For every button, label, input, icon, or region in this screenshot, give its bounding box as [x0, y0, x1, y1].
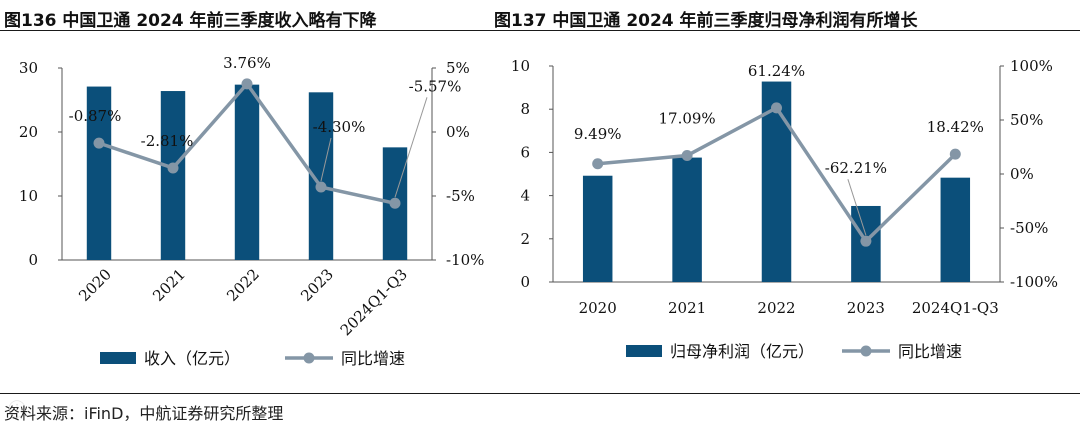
profit-left-tick-label: 2 — [520, 230, 530, 248]
profit-right-tick-label: -100% — [1010, 273, 1058, 291]
profit-right-tick-label: 0% — [1010, 165, 1034, 183]
revenue-x-tick-label: 2024Q1-Q3 — [337, 265, 411, 339]
profit-x-tick-label: 2024Q1-Q3 — [912, 299, 999, 317]
profit-bar — [672, 157, 702, 282]
profit-legend-line-marker — [860, 345, 872, 357]
revenue-left-tick-label: 10 — [19, 187, 38, 205]
profit-label-leader — [847, 179, 867, 236]
profit-bar — [582, 175, 613, 282]
revenue-growth-point — [241, 78, 253, 90]
revenue-right-tick-label: 5% — [446, 59, 470, 77]
revenue-growth-point — [167, 162, 179, 174]
profit-data-label: 9.49% — [574, 125, 622, 143]
profit-left-tick-label: 0 — [520, 273, 530, 291]
revenue-right-tick-label: -10% — [446, 251, 484, 269]
revenue-data-label: 3.76% — [223, 54, 271, 72]
revenue-data-label: -2.81% — [141, 132, 194, 150]
profit-bar — [940, 177, 971, 282]
profit-left-tick-label: 10 — [511, 57, 530, 75]
profit-growth-point — [681, 150, 693, 162]
revenue-x-tick-label: 2020 — [75, 265, 115, 305]
revenue-left-tick-label: 30 — [19, 59, 38, 77]
revenue-x-tick-label: 2022 — [223, 265, 263, 305]
revenue-legend-line-label: 同比增速 — [341, 349, 405, 368]
profit-growth-point — [949, 148, 961, 160]
revenue-left-tick-label: 20 — [19, 123, 38, 141]
left-figure-title: 图136 中国卫通 2024 年前三季度收入略有下降 — [4, 11, 377, 31]
profit-left-tick-label: 8 — [520, 100, 530, 118]
revenue-label-leader — [320, 137, 332, 182]
profit-growth-point — [860, 235, 872, 247]
revenue-legend-bar-label: 收入（亿元） — [144, 349, 240, 368]
revenue-right-tick-label: -5% — [446, 187, 475, 205]
revenue-legend-bar-swatch — [100, 352, 136, 364]
profit-data-label: 18.42% — [927, 118, 984, 136]
profit-x-tick-label: 2021 — [668, 299, 706, 317]
top-rule — [0, 30, 1080, 31]
profit-left-tick-label: 6 — [520, 143, 530, 161]
revenue-bar — [160, 91, 186, 260]
revenue-growth-point — [389, 197, 401, 209]
revenue-x-tick-label: 2023 — [297, 265, 337, 305]
profit-right-tick-label: 50% — [1010, 111, 1043, 129]
profit-data-label: -62.21% — [825, 159, 887, 177]
revenue-data-label: -5.57% — [409, 77, 462, 95]
revenue-x-tick-label: 2021 — [149, 265, 189, 305]
bottom-rule — [0, 393, 1080, 394]
profit-data-label: 17.09% — [658, 110, 715, 128]
profit-left-tick-label: 4 — [520, 187, 530, 205]
revenue-data-label: -0.87% — [69, 107, 122, 125]
profit-data-label: 61.24% — [748, 62, 805, 80]
profit-right-tick-label: 100% — [1010, 57, 1053, 75]
revenue-label-leader — [394, 97, 428, 198]
revenue-data-label: -4.30% — [313, 118, 366, 136]
revenue-growth-point — [93, 137, 105, 149]
profit-x-tick-label: 2020 — [579, 299, 617, 317]
profit-x-tick-label: 2023 — [847, 299, 885, 317]
source-note: 资料来源：iFinD，中航证券研究所整理 — [4, 404, 284, 423]
profit-right-tick-label: -50% — [1010, 219, 1048, 237]
revenue-right-tick-label: 0% — [446, 123, 470, 141]
revenue-bar — [234, 84, 260, 260]
profit-legend-bar-label: 归母净利润（亿元） — [670, 342, 814, 361]
profit-legend-line-label: 同比增速 — [898, 342, 962, 361]
revenue-bar — [86, 86, 112, 260]
revenue-left-tick-label: 0 — [28, 251, 38, 269]
right-figure-title: 图137 中国卫通 2024 年前三季度归母净利润有所增长 — [494, 11, 918, 31]
profit-growth-point — [592, 158, 604, 170]
profit-growth-point — [771, 102, 782, 114]
profit-x-tick-label: 2022 — [757, 299, 795, 317]
profit-legend-bar-swatch — [626, 345, 662, 357]
revenue-growth-point — [315, 181, 327, 193]
revenue-legend-line-marker — [303, 352, 315, 364]
